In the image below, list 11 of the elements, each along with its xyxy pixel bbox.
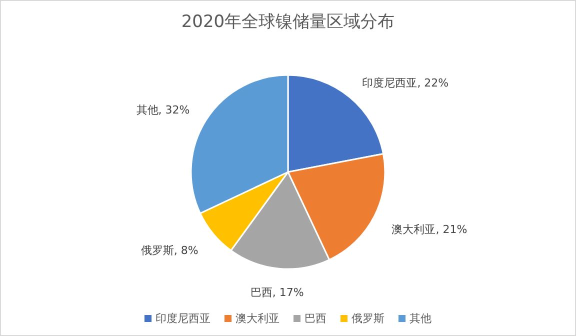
data-label: 俄罗斯, 8% [140,244,198,258]
legend-label: 印度尼西亚 [156,312,210,325]
data-label: 澳大利亚, 21% [392,222,468,236]
legend-label: 澳大利亚 [236,312,280,325]
legend-label: 巴西 [304,312,326,325]
legend-label: 俄罗斯 [352,312,384,325]
data-label: 印度尼西亚, 22% [362,76,449,90]
data-label: 巴西, 17% [250,286,304,299]
chart-title: 2020年全球镍储量区域分布 [181,12,395,32]
legend-label: 其他 [410,312,432,325]
data-label: 其他, 32% [136,104,190,117]
